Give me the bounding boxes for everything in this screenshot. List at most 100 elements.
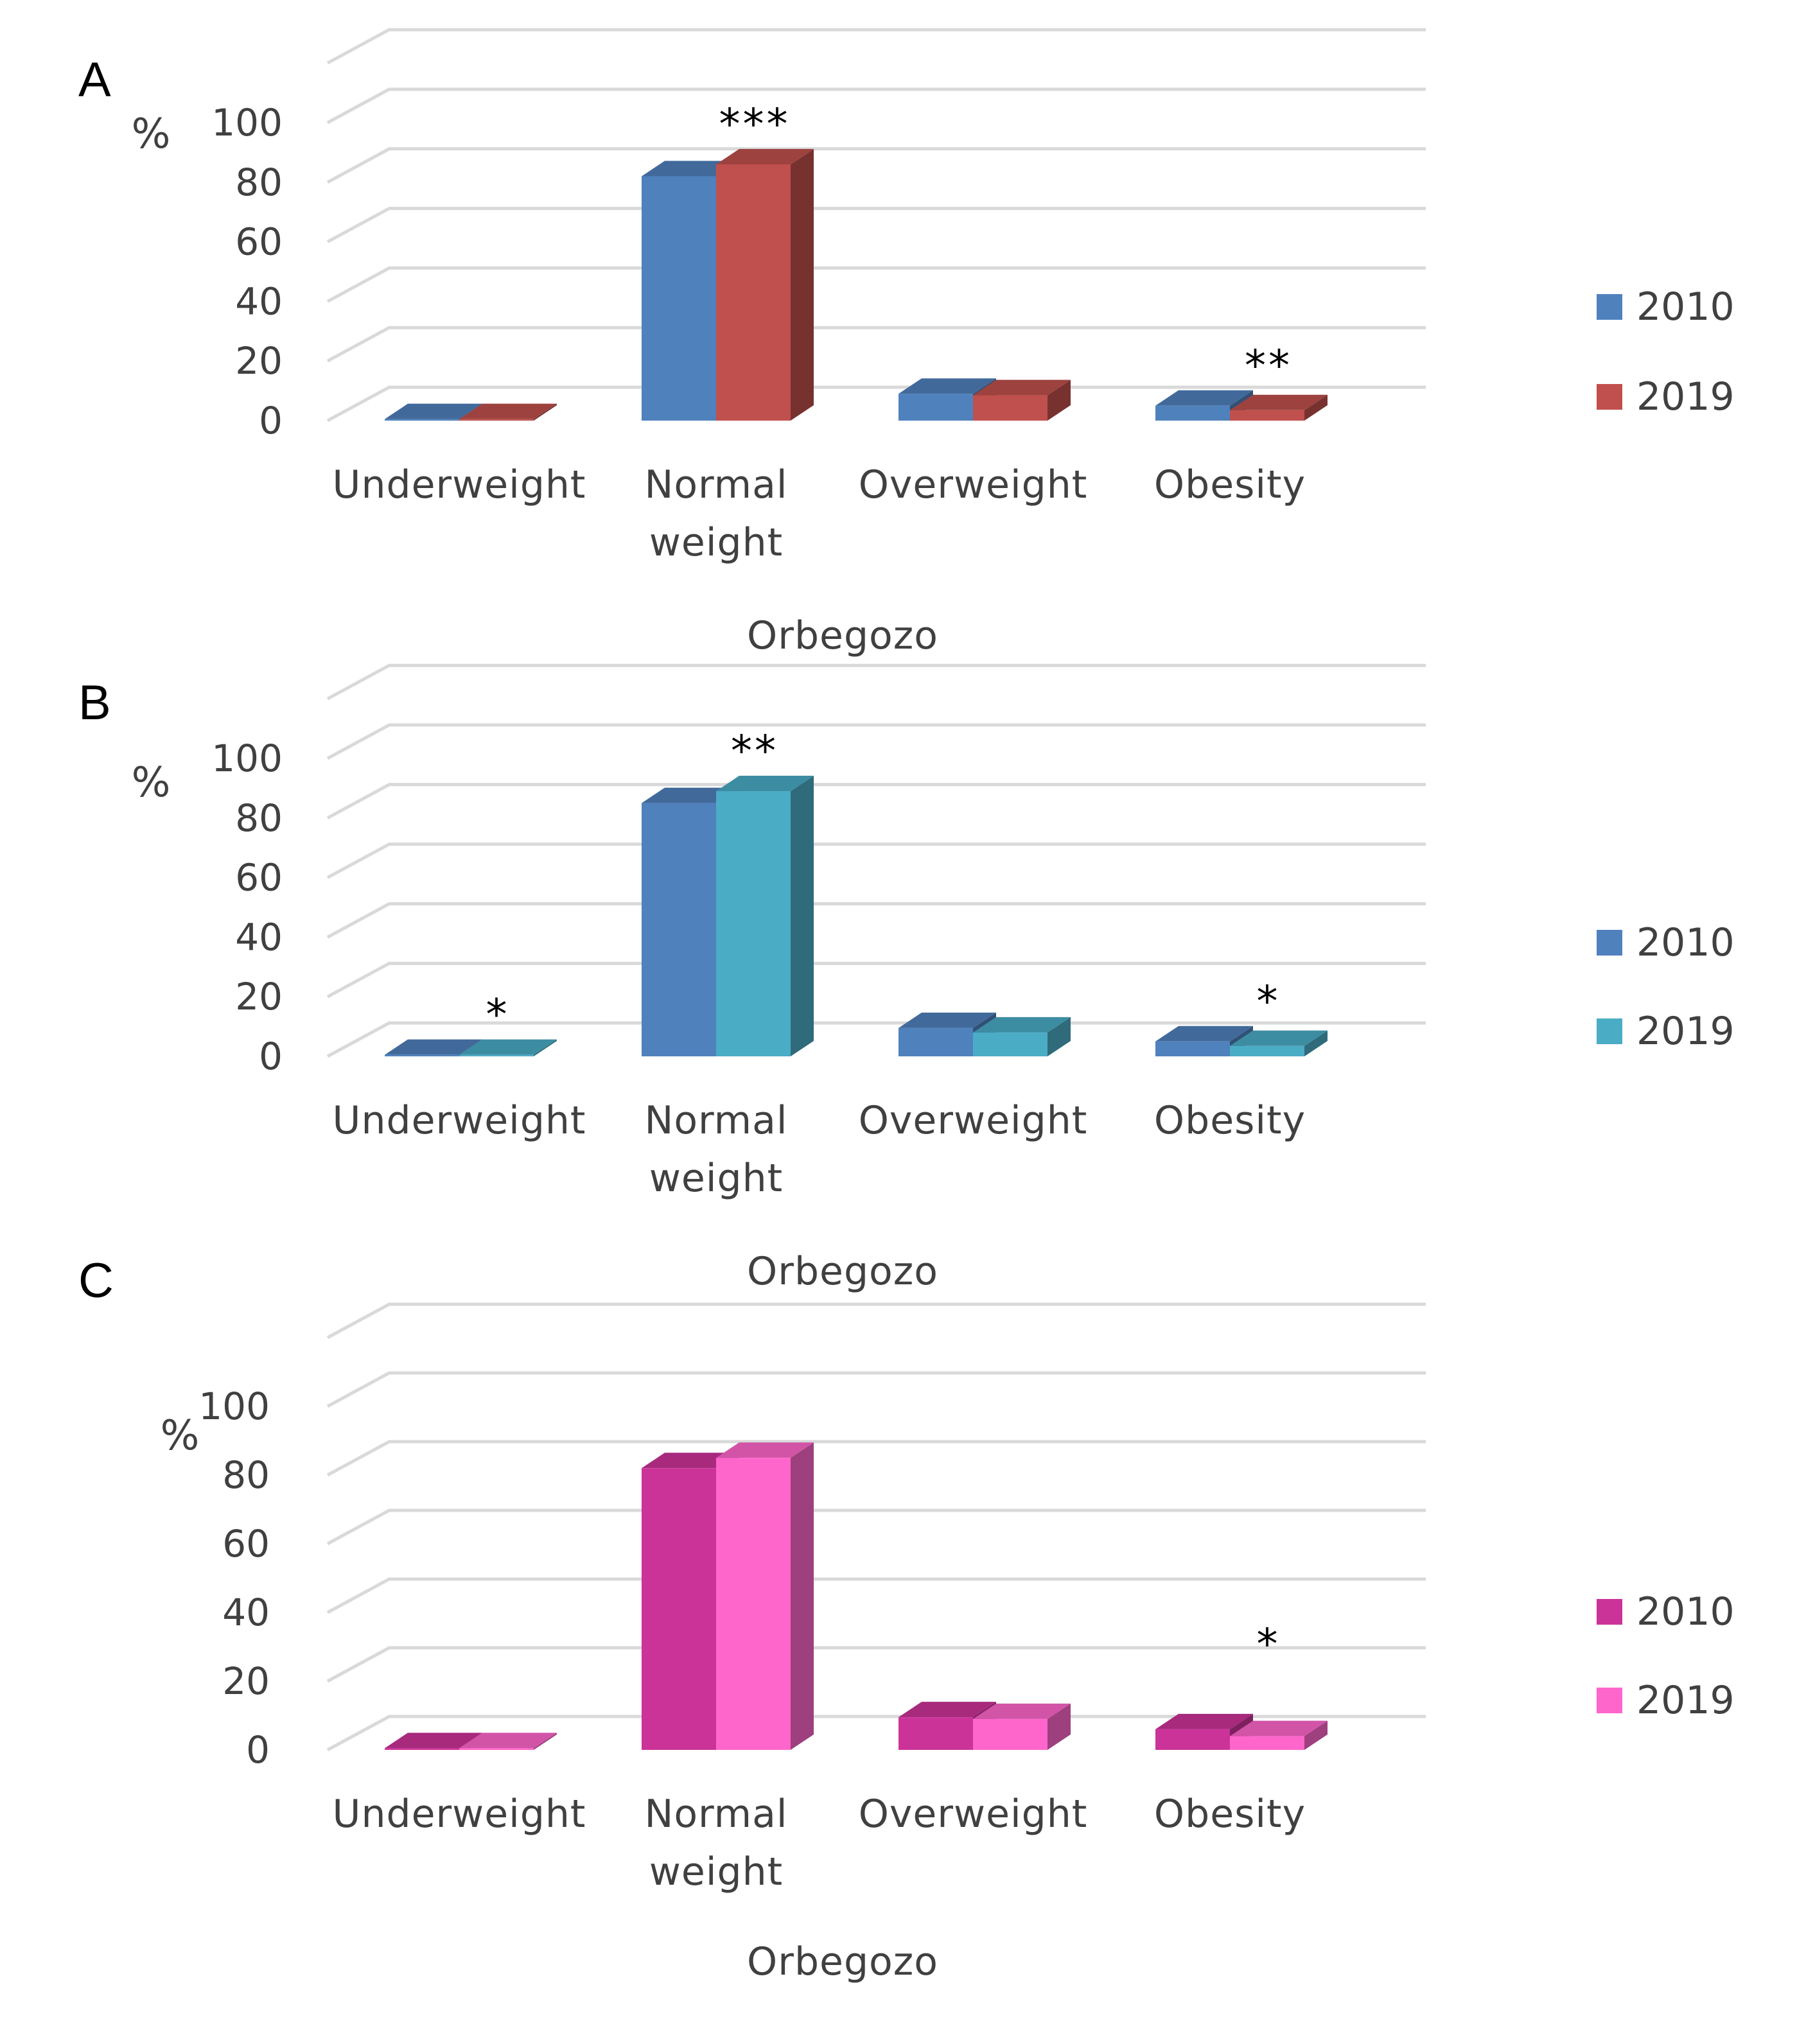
bar-top: [973, 1703, 1071, 1719]
gridlines: [326, 1302, 1426, 1752]
y-axis-label: %: [132, 759, 171, 807]
bar-front: [973, 1718, 1048, 1750]
y-tick-label: 60: [235, 856, 283, 900]
category-labels: Underweight Normal weight Overweight Obesity: [333, 1098, 1306, 1201]
y-tick-label: 0: [259, 399, 283, 442]
legend: 2010 2019: [1597, 920, 1735, 1054]
gridline: [326, 1371, 1426, 1408]
bar-side: [791, 776, 814, 1056]
bar-top: [459, 403, 557, 419]
bar-top: [899, 1702, 996, 1718]
bar-top: [1155, 1713, 1253, 1729]
bar-side: [1048, 1017, 1071, 1056]
y-tick-label: 80: [235, 161, 283, 204]
bar-front: [716, 1458, 791, 1750]
gridline: [326, 28, 1426, 65]
bar-front: [459, 1748, 534, 1750]
bar-side: [1304, 1720, 1328, 1750]
y-tick-label: 40: [235, 915, 283, 959]
y-tick-label: 60: [222, 1522, 270, 1566]
bar-side: [1304, 394, 1328, 421]
bar-2019-2: [973, 1017, 1071, 1056]
legend-swatch: [1597, 930, 1622, 956]
bar-side: [534, 403, 557, 421]
bar-top: [716, 1442, 814, 1458]
gridline: [326, 1440, 1426, 1477]
gridline: [326, 663, 1426, 701]
category-label: Overweight: [859, 1098, 1088, 1143]
bar-front: [899, 394, 973, 421]
bars: ****: [385, 726, 1328, 1056]
category-label: Underweight: [333, 1792, 586, 1837]
bar-2019-3: [1230, 1030, 1328, 1056]
category-label: Normal weight: [644, 1792, 787, 1894]
bar-2019-1: [716, 776, 814, 1056]
gridline: [326, 961, 1426, 999]
category-label: Obesity: [1154, 1792, 1306, 1837]
bar-2019-2: [973, 380, 1071, 421]
y-axis-label: %: [161, 1412, 200, 1460]
bar-front: [642, 803, 716, 1056]
legend-swatch: [1597, 1018, 1622, 1044]
y-axis-label: %: [132, 110, 171, 158]
bar-front: [1155, 1041, 1230, 1056]
y-tick-label: 20: [235, 975, 283, 1018]
panel-letter: A: [78, 53, 111, 107]
bar-2019-3: [1230, 394, 1328, 421]
legend-label: 2010: [1636, 920, 1735, 965]
bar-front: [385, 1748, 459, 1750]
bar-front: [1155, 405, 1230, 421]
gridline: [326, 1646, 1426, 1683]
bar-front: [899, 1027, 973, 1056]
legend-swatch: [1597, 1599, 1622, 1625]
bar-2019-0: [459, 403, 557, 421]
gridline: [326, 1021, 1426, 1058]
bar-top: [459, 1039, 557, 1055]
gridline: [326, 783, 1426, 819]
gridline: [326, 326, 1426, 363]
gridline: [326, 207, 1426, 243]
significance-marker: *: [486, 990, 510, 1040]
category-label: Normal weight: [644, 1098, 787, 1201]
y-tick-labels: 0 20 40 60 80 100: [198, 1385, 270, 1772]
y-tick-labels: 0 20 40 60 80 100: [211, 101, 283, 442]
gridline: [326, 87, 1426, 125]
bar-top: [385, 403, 482, 419]
bar-2019-0: [459, 1733, 557, 1750]
bar-front: [385, 419, 459, 421]
bar-top: [1230, 1720, 1328, 1736]
bar-2019-1: [716, 148, 814, 421]
legend-swatch: [1597, 1688, 1622, 1713]
bar-front: [385, 1054, 459, 1056]
bar-2019-3: [1230, 1720, 1328, 1750]
bar-top: [642, 1453, 739, 1469]
gridline: [326, 1577, 1426, 1614]
category-label: Normal weight: [644, 462, 787, 565]
bar-side: [791, 148, 814, 421]
significance-marker: *: [1257, 1620, 1281, 1669]
legend: 2010 2019: [1597, 284, 1735, 419]
bar-top: [459, 1733, 557, 1749]
bar-top: [899, 1012, 996, 1028]
bar-2019-2: [973, 1703, 1071, 1750]
gridline: [326, 1715, 1426, 1752]
bars: *: [385, 1442, 1328, 1750]
bar-front: [973, 1032, 1048, 1056]
gridlines: [326, 28, 1426, 423]
x-axis-label: Orbegozo: [747, 1249, 938, 1294]
legend-label: 2019: [1636, 1009, 1735, 1054]
gridline: [326, 266, 1426, 303]
y-tick-label: 100: [198, 1385, 270, 1428]
y-tick-label: 20: [235, 339, 283, 383]
bar-top: [385, 1733, 482, 1749]
y-tick-label: 100: [211, 101, 283, 144]
y-tick-label: 60: [235, 220, 283, 264]
bar-top: [716, 776, 814, 792]
legend-swatch: [1597, 294, 1622, 320]
bar-side: [1304, 1030, 1328, 1056]
bars: *****: [385, 100, 1328, 421]
category-label: Overweight: [859, 462, 1088, 507]
bar-front: [1230, 410, 1304, 421]
bar-top: [1155, 390, 1253, 406]
